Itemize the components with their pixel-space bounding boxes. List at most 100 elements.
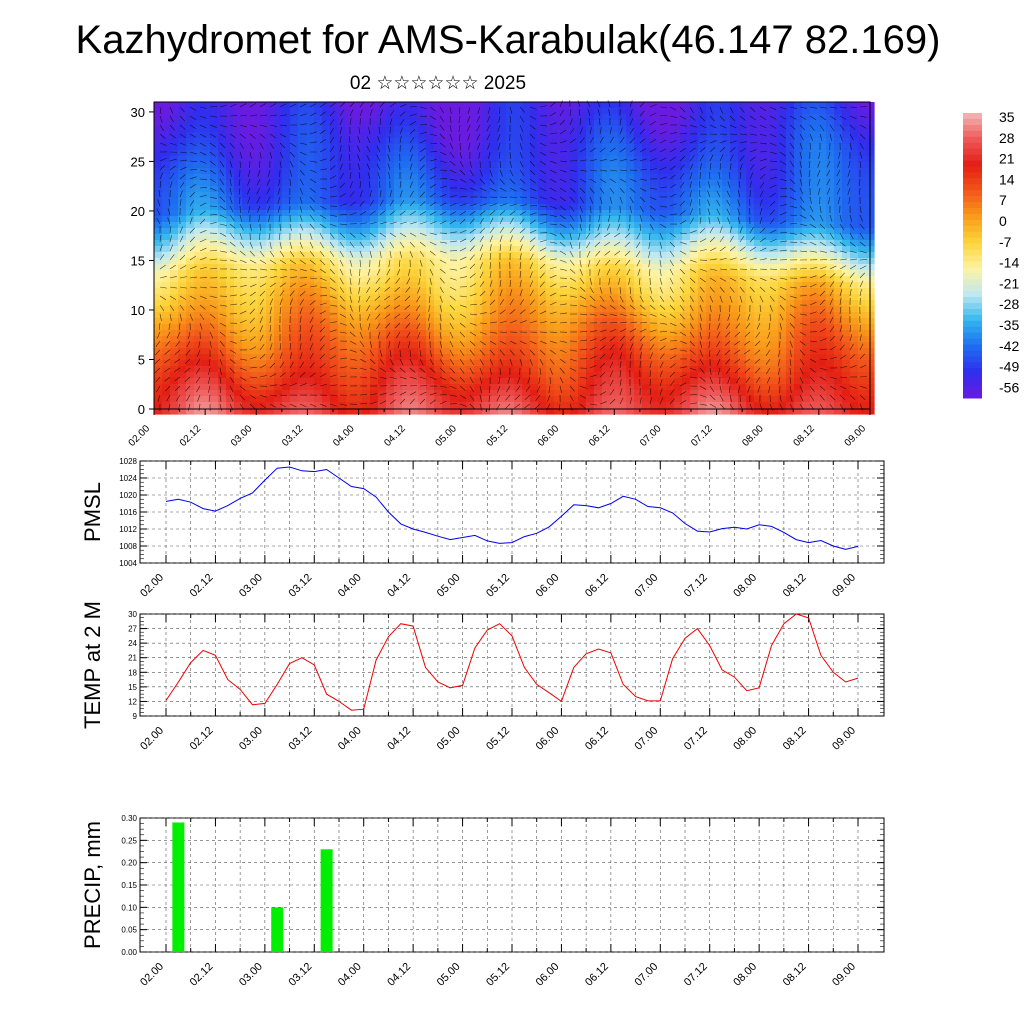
temp-panel-series-line (165, 613, 859, 711)
pmsl-panel-x-tick: 02.00 (138, 572, 166, 600)
precip-panel-x-tick: 08.12 (781, 961, 809, 989)
cross-section-x-tick: 07.12 (689, 423, 715, 449)
precip-panel-x-tick: 07.00 (632, 961, 660, 989)
pmsl-panel-x-tick: 04.00 (336, 572, 364, 600)
precip-panel-y-tick: 0.30 (121, 814, 137, 823)
precip-panel-x-tick: 05.12 (484, 961, 512, 989)
pmsl-panel-x-tick: 06.00 (534, 572, 562, 600)
temp-panel-x-tick: 02.12 (188, 725, 216, 753)
precip-panel-x-tick: 08.00 (731, 961, 759, 989)
temp-panel-x-tick: 03.00 (237, 725, 265, 753)
pmsl-panel-x-tick: 07.00 (632, 572, 660, 600)
precip-panel-y-tick: 0.10 (121, 903, 137, 912)
temp-panel-x-tick: 03.12 (286, 725, 314, 753)
temp-panel-x-tick: 04.00 (336, 725, 364, 753)
temp-panel-x-tick: 02.00 (138, 725, 166, 753)
pmsl-panel-x-tick: 07.12 (682, 572, 710, 600)
cross-section-x-tick: 02.12 (178, 423, 204, 449)
precip-panel-y-tick: 0.20 (121, 859, 137, 868)
colorbar-label: 21 (999, 151, 1015, 167)
pmsl-panel-y-tick: 1028 (119, 457, 137, 466)
temp-panel-x-tick: 05.00 (435, 725, 463, 753)
pmsl-panel-x-tick: 09.00 (830, 572, 858, 600)
wind-vectors (154, 99, 868, 412)
pmsl-panel-x-tick: 05.00 (435, 572, 463, 600)
temp-panel-y-tick: 15 (128, 683, 137, 692)
cross-section-y-tick: 0 (138, 402, 145, 417)
precip-panel-bar (172, 822, 185, 952)
precip-panel-x-tick: 06.00 (534, 961, 562, 989)
cross-section-x-tick: 07.00 (638, 423, 664, 449)
colorbar-label: 28 (999, 130, 1015, 146)
pmsl-panel-y-label: PMSL (80, 482, 105, 542)
precip-panel-x-tick: 03.00 (237, 961, 265, 989)
pmsl-panel-x-tick: 02.12 (188, 572, 216, 600)
colorbar-label: -56 (999, 379, 1019, 395)
cross-section-y-tick: 15 (131, 253, 145, 268)
pmsl-panel-x-tick: 04.12 (385, 572, 413, 600)
temp-panel-y-tick: 12 (128, 697, 137, 706)
temp-panel-y-tick: 24 (128, 639, 137, 648)
temp-panel-x-tick: 07.00 (632, 725, 660, 753)
precip-panel-y-tick: 0.00 (121, 948, 137, 957)
precip-panel-bar (320, 849, 333, 952)
cross-section-x-tick: 03.12 (280, 423, 306, 449)
cross-section-x-tick: 05.12 (485, 423, 511, 449)
colorbar-label: 0 (999, 213, 1007, 229)
temp-panel-y-tick: 27 (128, 625, 137, 634)
temp-panel-y-tick: 9 (133, 712, 138, 721)
cross-section-y-tick: 5 (138, 352, 145, 367)
colorbar-label: -7 (999, 234, 1012, 250)
pmsl-panel-x-tick: 05.12 (484, 572, 512, 600)
precip-panel-x-tick: 05.00 (435, 961, 463, 989)
temp-panel-x-tick: 09.00 (830, 725, 858, 753)
precip-panel-y-tick: 0.25 (121, 836, 137, 845)
cross-section-x-tick: 02.00 (127, 423, 153, 449)
pmsl-panel-y-tick: 1020 (119, 491, 137, 500)
temp-panel-y-label: TEMP at 2 M (80, 601, 105, 729)
colorbar-label: -21 (999, 275, 1019, 291)
cross-section-x-tick: 04.12 (382, 423, 408, 449)
cross-section-x-tick: 09.00 (843, 423, 869, 449)
colorbar: 35 28 21 14 7 0 -7 -14 -21 -28 -35 -42 -49 -56 (963, 109, 1019, 399)
colorbar-label: 7 (999, 192, 1007, 208)
pmsl-panel-y-tick: 1004 (119, 559, 137, 568)
cross-section-x-tick: 06.12 (587, 423, 613, 449)
cross-section-x-tick: 04.00 (331, 423, 357, 449)
colorbar-label: -42 (999, 338, 1019, 354)
precip-panel-x-tick: 06.12 (583, 961, 611, 989)
temp-panel-y-tick: 18 (128, 668, 137, 677)
pmsl-panel-series-line (165, 466, 859, 550)
pmsl-panel-y-tick: 1024 (119, 474, 137, 483)
precip-panel-x-tick: 07.12 (682, 961, 710, 989)
colorbar-label: -28 (999, 296, 1019, 312)
pmsl-panel-x-tick: 03.00 (237, 572, 265, 600)
precip-panel-y-tick: 0.15 (121, 881, 137, 890)
pmsl-panel-x-tick: 08.00 (731, 572, 759, 600)
pmsl-panel: 1004 1008 1012 1016 1020 1024 1028 02.00 02.12 03… (80, 457, 885, 600)
colorbar-label: -14 (999, 255, 1019, 271)
precip-panel-x-tick: 02.00 (138, 961, 166, 989)
pmsl-panel-y-tick: 1016 (119, 508, 137, 517)
cross-section-panel: 0 5 10 15 20 25 30 02.00 02.12 03.00 03.12 04.00 04.… (127, 99, 875, 449)
temp-panel-y-tick: 30 (128, 610, 137, 619)
precip-panel-y-label: PRECIP, mm (80, 821, 105, 949)
chart-subtitle: 02 ☆☆☆☆☆☆ 2025 (349, 73, 527, 94)
chart-title: Kazhydromet for AMS-Karabulak(46.147 82.… (75, 18, 941, 62)
precip-panel-x-tick: 02.12 (188, 961, 216, 989)
heatmap-cells (154, 102, 875, 415)
temp-panel-x-tick: 08.00 (731, 725, 759, 753)
temp-panel-x-tick: 05.12 (484, 725, 512, 753)
temp-panel-x-tick: 06.00 (534, 725, 562, 753)
temp-panel-x-tick: 07.12 (682, 725, 710, 753)
temp-panel: 9 12 15 18 21 24 27 30 02.00 02.12 03.00 03.12 04.00… (80, 601, 885, 753)
colorbar-label: 35 (999, 109, 1015, 125)
precip-panel-x-tick: 09.00 (830, 961, 858, 989)
cross-section-x-tick: 05.00 (434, 423, 460, 449)
cross-section-y-tick: 10 (131, 303, 145, 318)
colorbar-label: -35 (999, 317, 1019, 333)
temp-panel-y-tick: 21 (128, 654, 137, 663)
precip-panel-x-tick: 04.12 (385, 961, 413, 989)
colorbar-label: 14 (999, 171, 1015, 187)
